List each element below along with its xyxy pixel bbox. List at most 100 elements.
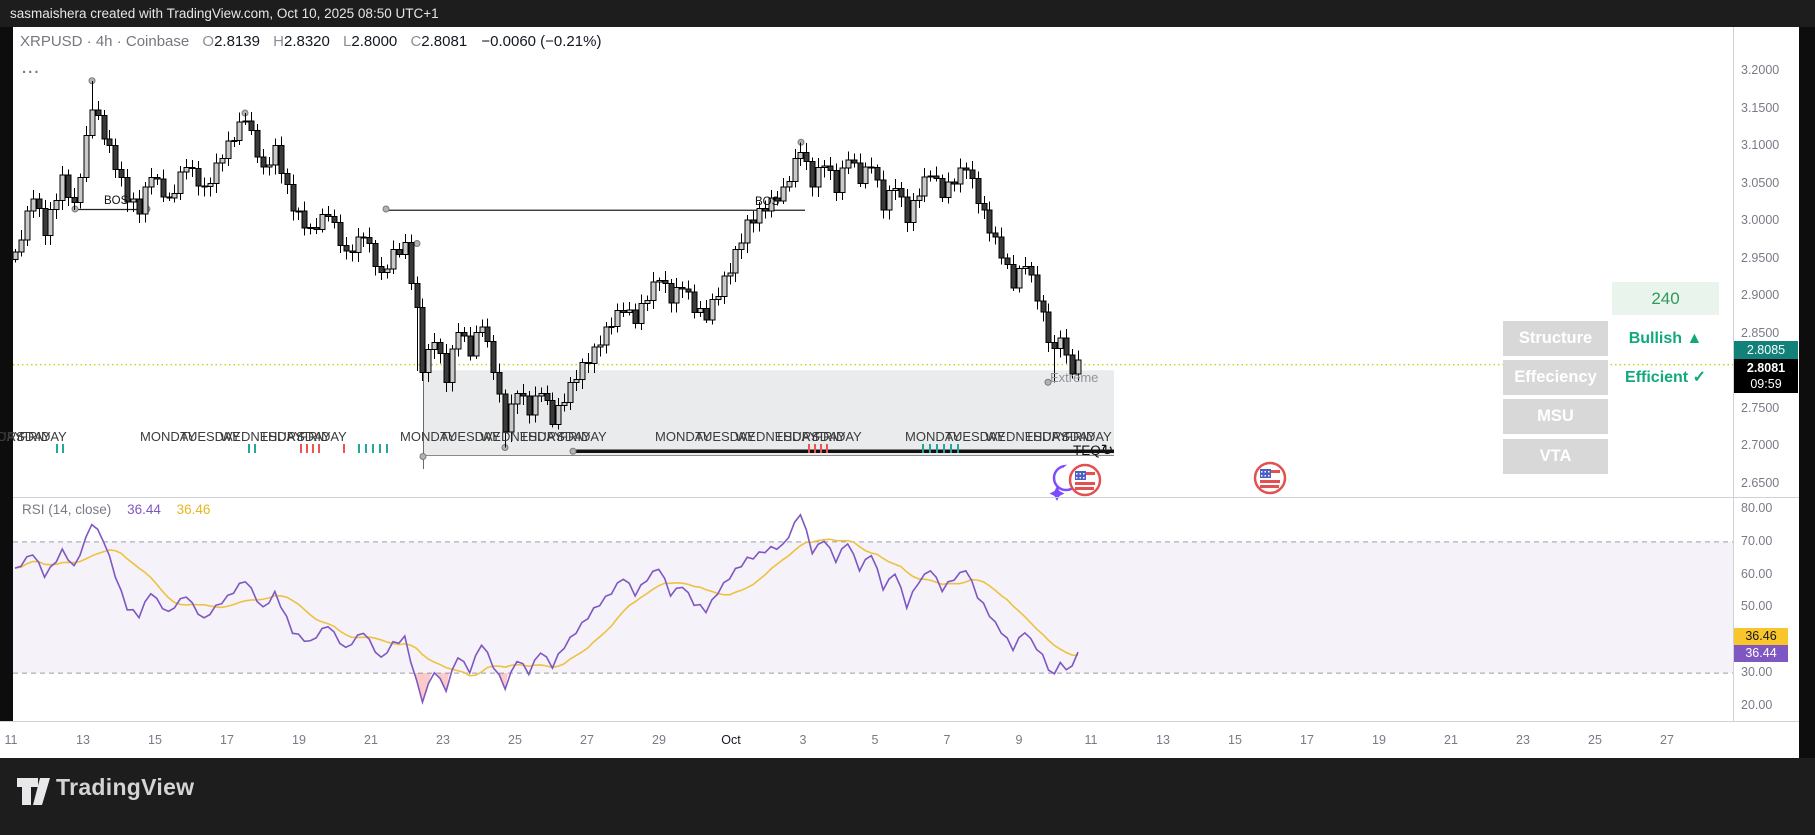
day-label: WEDNESDAY	[220, 429, 303, 444]
candles-layer[interactable]	[12, 80, 1082, 448]
efficiency-button[interactable]: Effeciency	[1503, 360, 1608, 395]
symbol-header[interactable]: XRPUSD · 4h · Coinbase O2.8139 H2.8320 L…	[20, 33, 601, 55]
day-label: THURSDAY	[260, 429, 331, 444]
rsi-ma-value: 36.46	[176, 502, 211, 517]
time-tick-label: 21	[364, 733, 378, 747]
session-tick-red	[300, 444, 302, 453]
time-tick-label: 7	[943, 733, 951, 747]
day-label: THURSDAY	[1025, 429, 1096, 444]
teq-label[interactable]: TEQ↻	[1073, 442, 1114, 459]
session-tick-teal	[950, 444, 952, 453]
day-label: MONDAY	[400, 429, 457, 444]
rsi-tick-label: 20.00	[1741, 697, 1773, 712]
tradingview-logo-icon[interactable]	[16, 776, 52, 808]
time-tick-label: 23	[1516, 733, 1530, 747]
time-tick-label: 23	[436, 733, 450, 747]
close-value: 2.8081	[421, 33, 468, 50]
current-price-badge: 2.8085	[1734, 341, 1798, 359]
time-tick-label: 17	[220, 733, 234, 747]
rsi-tick-label: 60.00	[1741, 566, 1773, 581]
time-tick-label: 21	[1444, 733, 1458, 747]
more-menu-icon[interactable]: ...	[22, 60, 41, 77]
session-tick-red	[826, 444, 828, 453]
session-tick-teal	[365, 444, 367, 453]
time-tick-label: 13	[1156, 733, 1170, 747]
high-value: 2.8320	[283, 33, 330, 50]
rsi-title[interactable]: RSI	[22, 502, 45, 517]
vta-button[interactable]: VTA	[1503, 439, 1608, 474]
time-tick-label: 29	[652, 733, 666, 747]
price-tick-label: 3.1000	[1741, 138, 1780, 152]
session-tick-red	[808, 444, 810, 453]
price-tick-label: 3.1500	[1741, 100, 1780, 115]
day-label: TUESDAY	[180, 429, 241, 444]
session-tick-red	[306, 444, 308, 453]
day-label: FRIDAY	[300, 429, 347, 444]
day-label: TUESDAY	[440, 429, 501, 444]
bos-label-1[interactable]: BOS	[104, 195, 129, 207]
structure-button[interactable]: Structure	[1503, 321, 1608, 356]
swing-marker	[413, 240, 421, 247]
countdown-time: 09:59	[1750, 377, 1782, 391]
time-tick-label: 11	[4, 733, 18, 747]
price-tick-label: 2.7000	[1741, 438, 1780, 452]
session-tick-teal	[62, 444, 64, 453]
time-tick-label: 5	[871, 733, 879, 747]
bos-label-2[interactable]: BOS	[755, 196, 780, 208]
session-tick-red	[318, 444, 320, 453]
left-black-strip	[0, 27, 13, 722]
countdown-badge: 2.8081 09:59	[1734, 359, 1798, 393]
swing-marker	[569, 447, 577, 455]
time-tick-label: 25	[508, 733, 522, 747]
flag-icons	[1049, 461, 1287, 501]
time-tick-label: 25	[1588, 733, 1602, 747]
time-tick-label: 27	[1660, 733, 1674, 747]
open-label: O	[202, 33, 215, 50]
day-label: THURSDAY	[520, 429, 591, 444]
time-tick-label: 3	[799, 733, 807, 747]
session-tick-teal	[386, 444, 388, 453]
time-tick-label: 11	[1084, 733, 1098, 747]
rsi-value-badge: 36.44	[1734, 645, 1788, 662]
rsi-params: (14, close)	[48, 502, 112, 517]
rsi-layer[interactable]	[13, 513, 1733, 706]
price-tick-label: 3.0000	[1741, 213, 1780, 227]
session-tick-red	[814, 444, 816, 453]
extreme-label[interactable]: Extreme	[1050, 370, 1099, 385]
tradingview-brand[interactable]: TradingView	[56, 774, 195, 800]
day-label: WEDNESDAY	[735, 429, 818, 444]
session-tick-red	[312, 444, 314, 453]
rsi-legend[interactable]: RSI (14, close) 36.44 36.46	[22, 502, 210, 517]
day-label: MONDAY	[905, 429, 962, 444]
time-tick-label: Oct	[721, 733, 741, 747]
rsi-ma-badge: 36.46	[1734, 628, 1788, 645]
price-tick-label: 2.9000	[1741, 288, 1780, 302]
day-label: WEDNESDAY	[0, 429, 23, 444]
price-tick-label: 2.8500	[1741, 325, 1780, 340]
low-label: L	[343, 33, 352, 50]
session-tick-teal	[943, 444, 945, 453]
day-label: TUESDAY	[945, 429, 1006, 444]
day-label: MONDAY	[140, 429, 197, 444]
session-tick-teal	[248, 444, 250, 453]
symbol-title[interactable]: XRPUSD · 4h · Coinbase	[20, 33, 190, 50]
session-tick-teal	[379, 444, 381, 453]
rsi-value: 36.44	[127, 502, 161, 517]
day-label: THURSDAY	[775, 429, 846, 444]
msu-button[interactable]: MSU	[1503, 399, 1608, 434]
price-tick-label: 2.9500	[1741, 250, 1780, 265]
day-label: THURSDAY	[0, 429, 51, 444]
timeframe-box[interactable]: 240	[1612, 282, 1719, 315]
session-tick-teal	[372, 444, 374, 453]
annotation-layer[interactable]	[13, 77, 1733, 469]
low-value: 2.8000	[351, 33, 398, 50]
time-tick-label: 9	[1015, 733, 1023, 747]
price-tick-label: 2.6500	[1741, 475, 1780, 490]
time-tick-label: 19	[1372, 733, 1386, 747]
pane-separator[interactable]	[13, 497, 1799, 498]
high-label: H	[273, 33, 284, 50]
rsi-tick-label: 50.00	[1741, 599, 1773, 614]
swing-marker	[419, 453, 427, 460]
